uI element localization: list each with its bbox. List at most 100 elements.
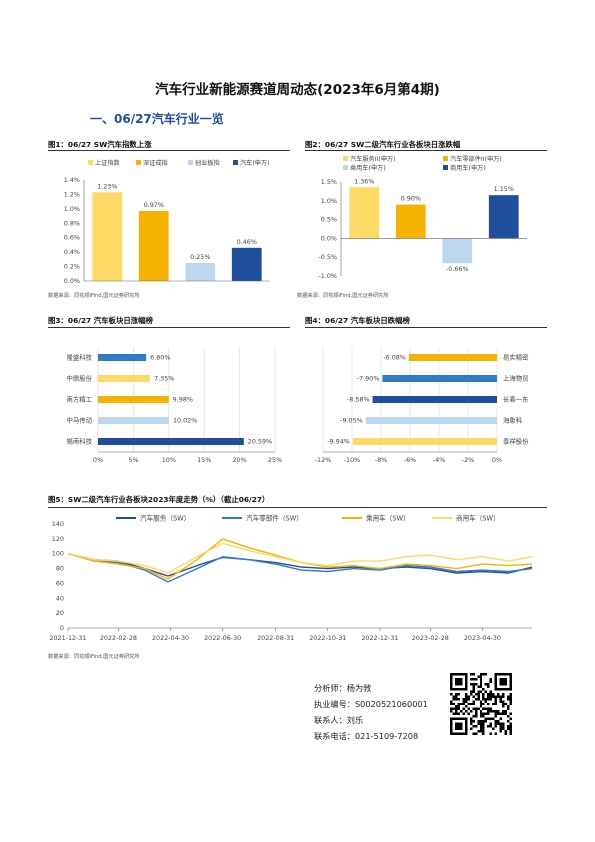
qr-finder-module <box>459 682 463 686</box>
figure-2-chart: -1.0% -0.5% 0.0% 0.5% 1.0% 1.5% 1.36% 0.90% -0.6… <box>318 155 527 280</box>
data-label: -9.05% <box>340 417 363 425</box>
qr-module <box>497 695 500 698</box>
qr-finder-module <box>499 680 503 683</box>
category-label: 易实精密 <box>503 353 529 362</box>
qr-finder-module <box>454 717 458 721</box>
qr-finder-module <box>462 732 465 735</box>
qr-finder-module <box>464 720 468 723</box>
qr-module <box>502 702 505 706</box>
y-tick-label: 0 <box>60 624 64 632</box>
qr-finder-module <box>462 717 465 721</box>
qr-finder-module <box>464 717 468 721</box>
qr-module <box>487 717 490 721</box>
qr-module <box>469 677 473 681</box>
qr-finder-module <box>502 682 505 686</box>
qr-finder-module <box>457 717 460 721</box>
x-tick-label: -6% <box>404 456 416 464</box>
qr-finder-module <box>504 687 508 691</box>
category-label: 泰祥股份 <box>503 437 529 446</box>
qr-module <box>509 695 512 698</box>
figure-2-rule <box>305 150 547 151</box>
y-tick-label: 1.2% <box>64 190 80 198</box>
bar <box>365 417 497 424</box>
qr-module <box>474 715 478 718</box>
qr-module <box>494 715 498 718</box>
legend-label: 汽车零部件（SW） <box>246 514 303 523</box>
qr-module <box>499 722 503 726</box>
qr-finder-module <box>459 677 463 681</box>
figure-5-rule <box>48 507 547 508</box>
qr-finder-module <box>450 673 453 676</box>
qr-finder-module <box>457 722 460 726</box>
figure-1-chart: 0.0% 0.2% 0.4% 0.6% 0.8% 1.0% 1.2% 1.4% 1.23% 0.9… <box>64 159 270 285</box>
qr-finder-module <box>454 732 458 735</box>
legend-swatch <box>188 160 193 165</box>
data-label: -7.90% <box>357 375 380 383</box>
qr-module <box>509 702 512 706</box>
qr-finder-module <box>502 673 505 676</box>
y-tick-label: 60 <box>56 579 64 587</box>
y-tick-label: 20 <box>56 609 64 617</box>
category-label: 中鼎股份 <box>66 374 92 383</box>
qr-module <box>489 707 493 711</box>
data-label: -6.08% <box>383 354 406 362</box>
qr-module <box>494 702 498 706</box>
y-tick-label: 0.5% <box>321 216 337 224</box>
qr-finder-module <box>509 673 512 676</box>
qr-module <box>472 685 475 688</box>
bar <box>382 375 497 382</box>
qr-module <box>502 727 505 731</box>
qr-module <box>472 732 475 735</box>
qr-module <box>492 727 495 731</box>
qr-module <box>454 692 458 696</box>
qr-module <box>502 700 505 703</box>
qr-module <box>489 680 493 683</box>
qr-module <box>477 692 480 696</box>
qr-finder-module <box>457 680 460 683</box>
qr-module <box>472 715 475 718</box>
qr-module <box>477 695 480 698</box>
qr-module <box>489 692 493 696</box>
qr-module <box>487 725 490 728</box>
qr-module <box>469 722 473 726</box>
qr-module <box>482 673 485 676</box>
data-label: 1.15% <box>494 185 514 193</box>
qr-module <box>502 692 505 696</box>
figure-3-title: 图3：06/27 汽车板块日涨幅榜 <box>48 316 153 325</box>
figure-5-source: 数据来源：同花顺iFind,国元证券研究所 <box>48 654 140 660</box>
qr-module <box>502 710 505 713</box>
x-tick-label: 2023-04-30 <box>464 634 501 642</box>
qr-finder-module <box>454 682 458 686</box>
qr-finder-module <box>457 677 460 681</box>
qr-module <box>474 697 478 701</box>
bar <box>185 262 216 281</box>
qr-finder-module <box>450 722 453 726</box>
qr-module <box>472 677 475 681</box>
qr-module <box>479 680 483 683</box>
y-tick-label: 140 <box>52 520 64 528</box>
legend-swatch <box>343 165 348 170</box>
qr-module <box>457 707 460 711</box>
bar <box>349 187 380 239</box>
qr-finder-module <box>499 673 503 676</box>
qr-finder-module <box>464 730 468 733</box>
qr-module <box>464 710 468 713</box>
qr-module <box>479 710 483 713</box>
qr-finder-module <box>450 717 453 721</box>
qr-module <box>450 710 453 713</box>
qr-finder-module <box>499 677 503 681</box>
qr-module <box>507 725 510 728</box>
qr-finder-module <box>457 682 460 686</box>
qr-module <box>472 690 475 693</box>
qr-finder-module <box>494 680 498 683</box>
bar <box>138 211 169 281</box>
qr-module <box>479 722 483 726</box>
qr-finder-module <box>464 725 468 728</box>
qr-finder-module <box>464 673 468 676</box>
qr-module <box>472 720 475 723</box>
qr-finder-module <box>494 685 498 688</box>
qr-module <box>492 710 495 713</box>
qr-module <box>457 705 460 708</box>
qr-module <box>467 707 470 711</box>
qr-module <box>504 712 508 716</box>
